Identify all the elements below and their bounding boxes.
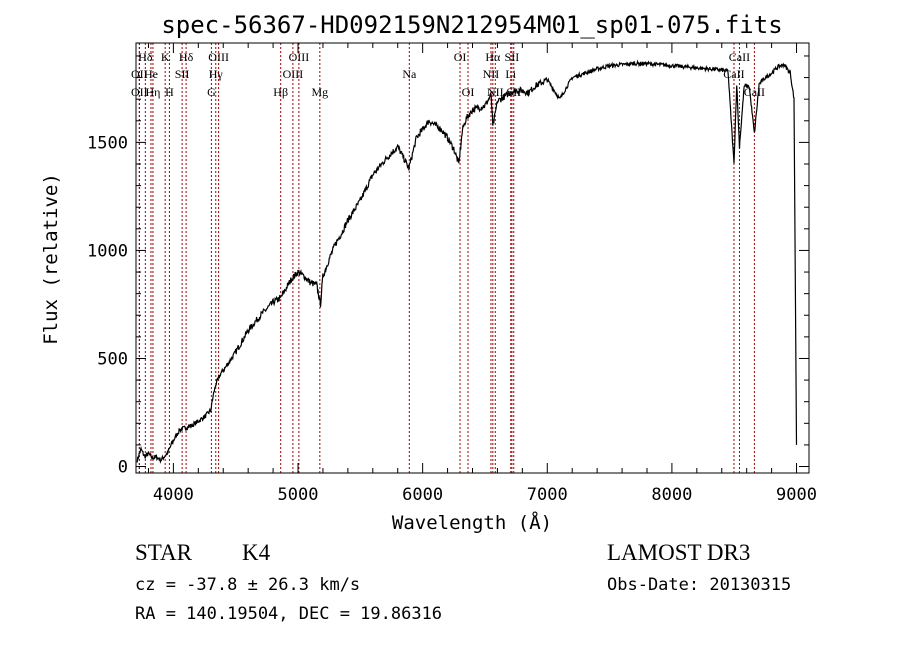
x-tick-label: 7000: [527, 485, 568, 505]
x-tick-label: 6000: [402, 485, 443, 505]
line-label: Mg: [311, 85, 328, 99]
subclass-label: K4: [242, 540, 271, 565]
coordinates-readout: RA = 140.19504, DEC = 19.86316: [135, 604, 442, 624]
y-axis-label: Flux (relative): [40, 173, 62, 345]
line-label: Hδ: [179, 50, 194, 64]
line-label: OII: [131, 85, 148, 99]
line-label: SII: [505, 50, 520, 64]
y-axis-ticks: 0 500 1000 1500: [87, 55, 809, 478]
line-label: He: [144, 67, 158, 81]
survey-label: LAMOST DR3: [607, 540, 750, 565]
y-tick-label: 0: [118, 458, 128, 478]
line-label: OII: [131, 67, 148, 81]
emission-line-markers: [138, 43, 755, 473]
line-label: CaII: [729, 50, 750, 64]
obs-date-readout: Obs-Date: 20130315: [607, 575, 791, 595]
line-label: Hη: [145, 85, 160, 99]
line-label: H: [165, 85, 174, 99]
spectrum-series-line: [136, 59, 798, 465]
line-label: Li: [505, 67, 516, 81]
class-label: STAR: [135, 540, 193, 565]
x-tick-label: 8000: [651, 485, 692, 505]
line-label: OI: [454, 50, 467, 64]
plot-frame: [135, 42, 810, 474]
line-label: Hγ: [209, 67, 224, 81]
line-label: NII: [483, 67, 500, 81]
line-label: G: [207, 85, 216, 99]
x-tick-label: 5000: [278, 485, 319, 505]
line-label: OIII: [208, 50, 229, 64]
line-label: OIII: [289, 50, 310, 64]
line-label: SII: [175, 67, 190, 81]
x-axis-ticks: 4000 5000 6000 7000 8000 9000: [147, 43, 817, 505]
line-label: Hδ: [138, 50, 153, 64]
x-axis-label: Wavelength (Å): [392, 511, 552, 534]
line-label: K: [161, 50, 170, 64]
y-tick-label: 1000: [87, 241, 128, 261]
line-label: OI: [462, 85, 475, 99]
x-tick-label: 4000: [153, 485, 194, 505]
line-label: Hβ: [273, 85, 288, 99]
line-label: Na: [402, 67, 417, 81]
y-tick-label: 1500: [87, 133, 128, 153]
y-tick-label: 500: [97, 349, 128, 369]
chart-title: spec-56367-HD092159N212954M01_sp01-075.f…: [161, 11, 782, 39]
redshift-readout: cz = -37.8 ± 26.3 km/s: [135, 575, 360, 595]
line-label: Hα: [485, 50, 501, 64]
line-label: OIII: [283, 67, 304, 81]
x-tick-label: 9000: [776, 485, 817, 505]
